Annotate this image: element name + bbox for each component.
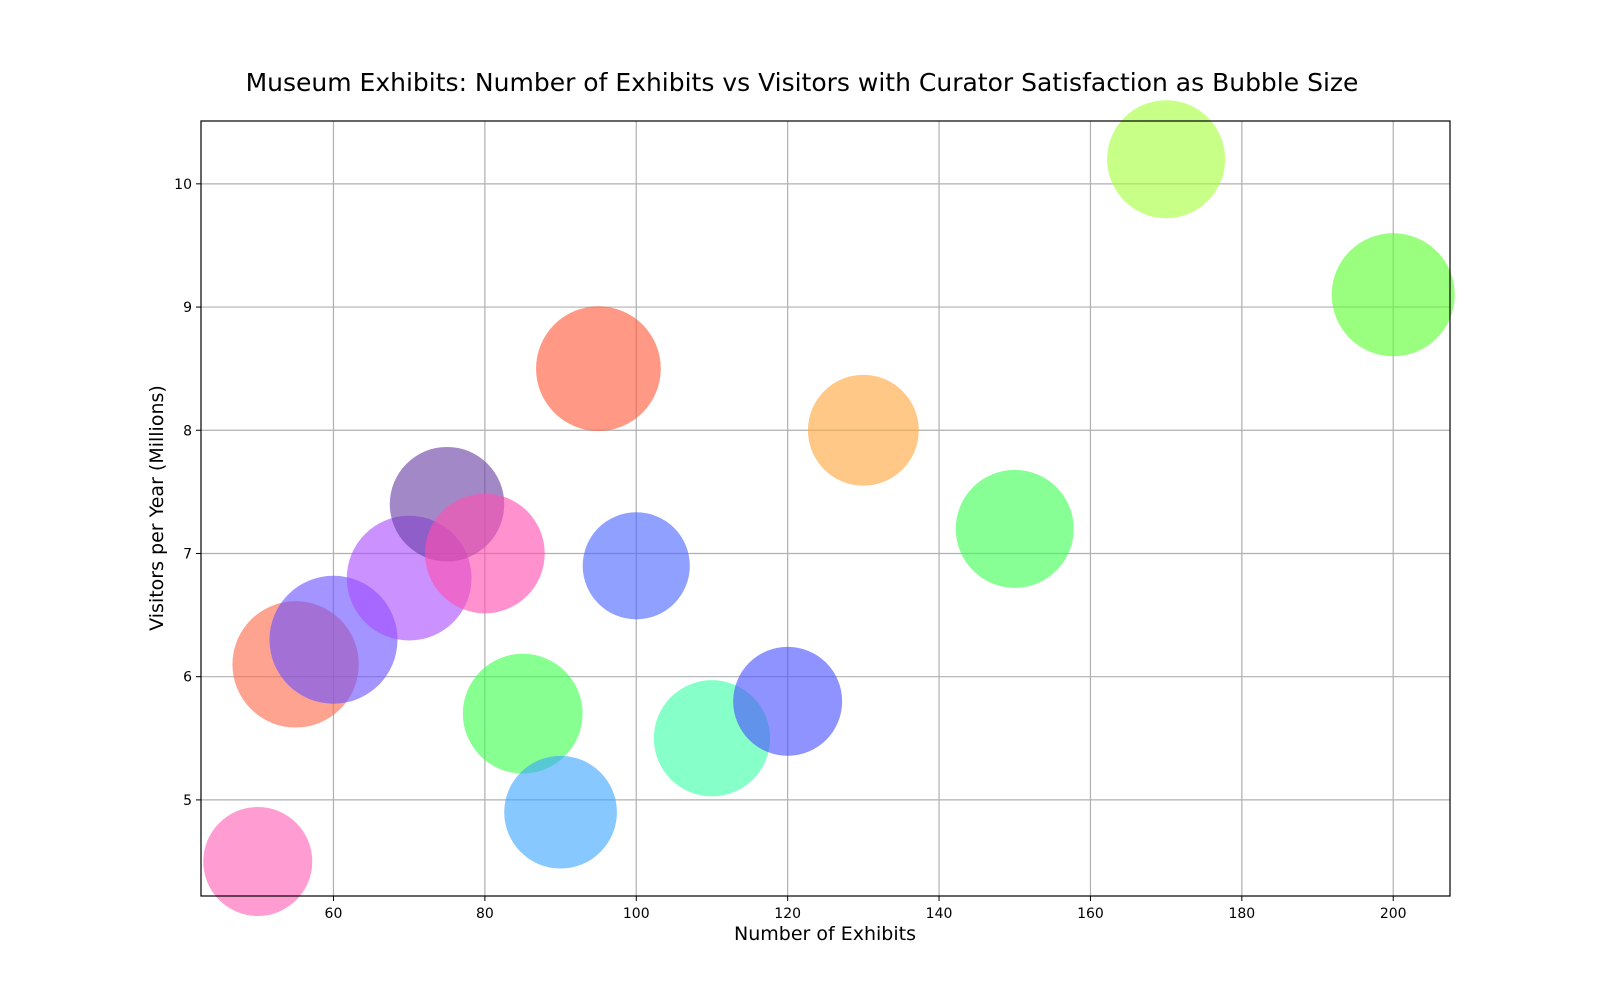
x-tick-label: 160 xyxy=(1077,906,1104,922)
y-tick-label: 5 xyxy=(183,793,192,809)
bubble-point xyxy=(536,306,661,432)
bubble-point xyxy=(1107,100,1226,219)
bubble-point xyxy=(1331,233,1455,357)
bubble-point xyxy=(733,646,843,756)
bubble-point xyxy=(582,512,690,620)
bubble-layer xyxy=(203,100,1455,916)
y-tick-label: 8 xyxy=(183,423,192,439)
x-tick-label: 60 xyxy=(325,906,343,922)
grid-layer xyxy=(201,121,1450,896)
x-axis: 60 80 100 120 140 160 180 200 xyxy=(325,896,1407,922)
x-axis-label: Number of Exhibits xyxy=(734,923,916,945)
y-tick-label: 6 xyxy=(183,670,192,686)
x-tick-label: 100 xyxy=(623,906,650,922)
bubble-point xyxy=(424,493,545,614)
x-tick-label: 120 xyxy=(774,906,801,922)
plot-frame xyxy=(200,120,1451,897)
y-tick-label: 10 xyxy=(174,177,192,193)
chart-title: Museum Exhibits: Number of Exhibits vs V… xyxy=(246,68,1359,97)
y-axis-label: Visitors per Year (Millions) xyxy=(146,385,168,631)
bubble-point xyxy=(807,374,919,486)
y-axis: 5 6 7 8 9 10 xyxy=(174,177,201,809)
x-tick-label: 80 xyxy=(476,906,494,922)
bubble-point xyxy=(203,807,313,916)
x-tick-label: 140 xyxy=(926,906,953,922)
x-tick-label: 180 xyxy=(1228,906,1255,922)
bubble-point xyxy=(462,653,583,774)
y-tick-label: 9 xyxy=(183,300,192,316)
y-tick-label: 7 xyxy=(183,546,192,562)
bubble-point xyxy=(955,469,1074,588)
x-tick-label: 200 xyxy=(1380,906,1407,922)
bubble-point xyxy=(504,755,617,869)
